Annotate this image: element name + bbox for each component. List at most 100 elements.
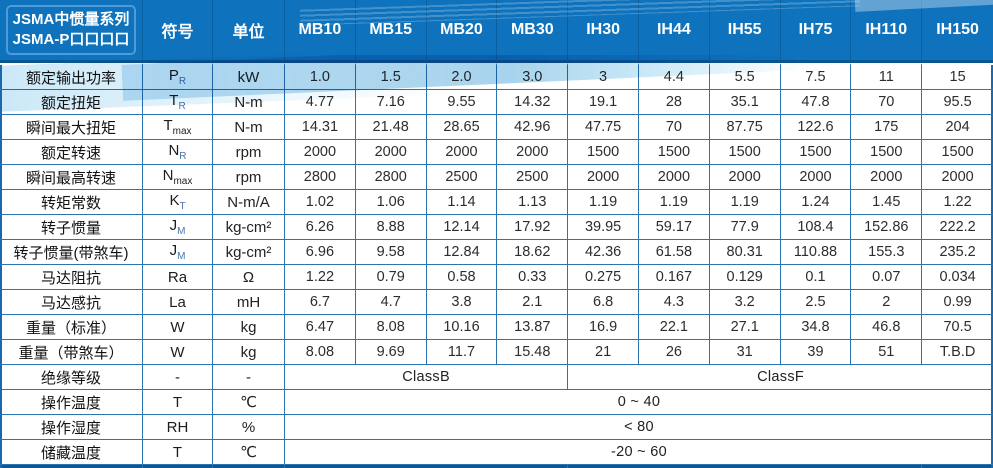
value-cell: 0.129 xyxy=(709,265,781,290)
table-row: 操作湿度 RH% < 80 xyxy=(0,415,993,440)
value-cell: 6.7 xyxy=(285,290,356,315)
symbol-main: - xyxy=(175,368,180,386)
value-cell: 1500 xyxy=(922,140,993,165)
value-cell: 2000 xyxy=(638,165,710,190)
value-cell: 9.58 xyxy=(355,240,427,265)
value-cell: 2.1 xyxy=(497,290,569,315)
value-cell: 0.167 xyxy=(638,265,710,290)
symbol-cell: W xyxy=(143,315,213,340)
unit-cell: % xyxy=(213,465,285,468)
value-cell: 175 xyxy=(851,115,923,140)
symbol-cell: - xyxy=(143,365,213,390)
table-row: 额定转速 NR rpm 2000 2000 2000 2000 1500 1500 1500 150… xyxy=(0,140,993,165)
value-cell: 2000 xyxy=(426,140,498,165)
param-label: 额定输出功率 xyxy=(0,63,143,90)
value-cell: 6.47 xyxy=(285,315,356,340)
value-cell: 59.17 xyxy=(638,215,710,240)
symbol-main: W xyxy=(170,343,185,361)
symbol-main: N xyxy=(162,167,174,184)
merged-value-cell: < 80 xyxy=(568,465,923,468)
unit-cell: Ω xyxy=(213,265,285,290)
value-cell: 110.88 xyxy=(780,240,852,265)
symbol-cell: JM xyxy=(143,215,213,240)
param-label: 操作湿度 xyxy=(0,415,143,440)
col-header-model: MB10 xyxy=(285,0,356,63)
value-cell: 77.9 xyxy=(709,215,781,240)
value-cell: 4.4 xyxy=(638,63,710,90)
value-cell: 19.1 xyxy=(568,90,639,115)
value-cell: 26 xyxy=(638,340,710,365)
value-cell: 42.96 xyxy=(497,115,569,140)
unit-cell: mH xyxy=(213,290,285,315)
table-row: 转子惯量(带煞车) JM kg-cm² 6.96 9.58 12.84 18.62 42.36… xyxy=(0,240,993,265)
value-cell: 2500 xyxy=(426,165,498,190)
value-cell: 0.275 xyxy=(568,265,639,290)
param-label: 储藏湿度 xyxy=(0,465,143,468)
param-label: 瞬间最大扭矩 xyxy=(0,115,143,140)
unit-cell: % xyxy=(213,415,285,440)
symbol-cell: JM xyxy=(143,240,213,265)
unit-cell: ℃ xyxy=(213,440,285,465)
unit-cell: kg-cm² xyxy=(213,240,285,265)
param-label: 瞬间最高转速 xyxy=(0,165,143,190)
col-header-model: IH110 xyxy=(851,0,923,63)
unit-cell: ℃ xyxy=(213,390,285,415)
symbol-subscript: max xyxy=(173,176,193,187)
value-cell: 7.5 xyxy=(780,63,852,90)
param-label: 重量（标准） xyxy=(0,315,143,340)
value-cell: 6.26 xyxy=(285,215,356,240)
table-row: 转矩常数 KT N-m/A 1.02 1.06 1.14 1.13 1.19 1.19 1.19 1… xyxy=(0,190,993,215)
value-cell: 1.02 xyxy=(285,190,356,215)
symbol-cell: T xyxy=(143,440,213,465)
value-cell: 4.7 xyxy=(355,290,427,315)
param-label: 马达阻抗 xyxy=(0,265,143,290)
value-cell: 6.96 xyxy=(285,240,356,265)
value-cell: 1500 xyxy=(851,140,923,165)
value-cell: 2000 xyxy=(497,140,569,165)
value-cell: 0.58 xyxy=(426,265,498,290)
symbol-cell: La xyxy=(143,290,213,315)
table-title: JSMA中惯量系列 JSMA-P口口口口 xyxy=(0,0,143,63)
symbol-main: P xyxy=(168,67,179,84)
value-cell: 1500 xyxy=(780,140,852,165)
symbol-cell: RH xyxy=(143,415,213,440)
value-cell: 9.69 xyxy=(355,340,427,365)
value-cell: 1.24 xyxy=(780,190,852,215)
value-cell: 3.0 xyxy=(497,63,569,90)
value-cell: 1.19 xyxy=(638,190,710,215)
symbol-main: W xyxy=(170,318,185,336)
value-cell: 2800 xyxy=(355,165,427,190)
col-header-unit: 单位 xyxy=(213,0,285,63)
merged-value-cell: 0 ~ 40 xyxy=(285,390,993,415)
symbol-main: RH xyxy=(166,418,189,436)
value-cell: 5.5 xyxy=(709,63,781,90)
symbol-main: J xyxy=(169,217,178,234)
col-header-symbol: 符号 xyxy=(143,0,213,63)
table-row: 储藏湿度RH%< 90< 80< 90 xyxy=(0,465,993,468)
symbol-cell: PR xyxy=(143,63,213,90)
param-label: 绝缘等级 xyxy=(0,365,143,390)
value-cell: 1.5 xyxy=(355,63,427,90)
value-cell: 8.88 xyxy=(355,215,427,240)
value-cell: 204 xyxy=(922,115,993,140)
param-label: 转子惯量 xyxy=(0,215,143,240)
value-cell: 15.48 xyxy=(497,340,569,365)
value-cell: 12.14 xyxy=(426,215,498,240)
table-row: 瞬间最高转速 Nmax rpm 2800 2800 2500 2500 2000 2000 200… xyxy=(0,165,993,190)
value-cell: 1.13 xyxy=(497,190,569,215)
value-cell: 1.45 xyxy=(851,190,923,215)
value-cell: 47.75 xyxy=(568,115,639,140)
value-cell: 11.7 xyxy=(426,340,498,365)
col-header-model: MB20 xyxy=(426,0,498,63)
value-cell: 70.5 xyxy=(922,315,993,340)
value-cell: 2.0 xyxy=(426,63,498,90)
value-cell: 1.14 xyxy=(426,190,498,215)
table-title-box: JSMA中惯量系列 JSMA-P口口口口 xyxy=(6,5,136,55)
symbol-cell: Nmax xyxy=(143,165,213,190)
value-cell: 35.1 xyxy=(709,90,781,115)
col-header-model: IH75 xyxy=(780,0,852,63)
value-cell: 70 xyxy=(851,90,923,115)
symbol-cell: T xyxy=(143,390,213,415)
